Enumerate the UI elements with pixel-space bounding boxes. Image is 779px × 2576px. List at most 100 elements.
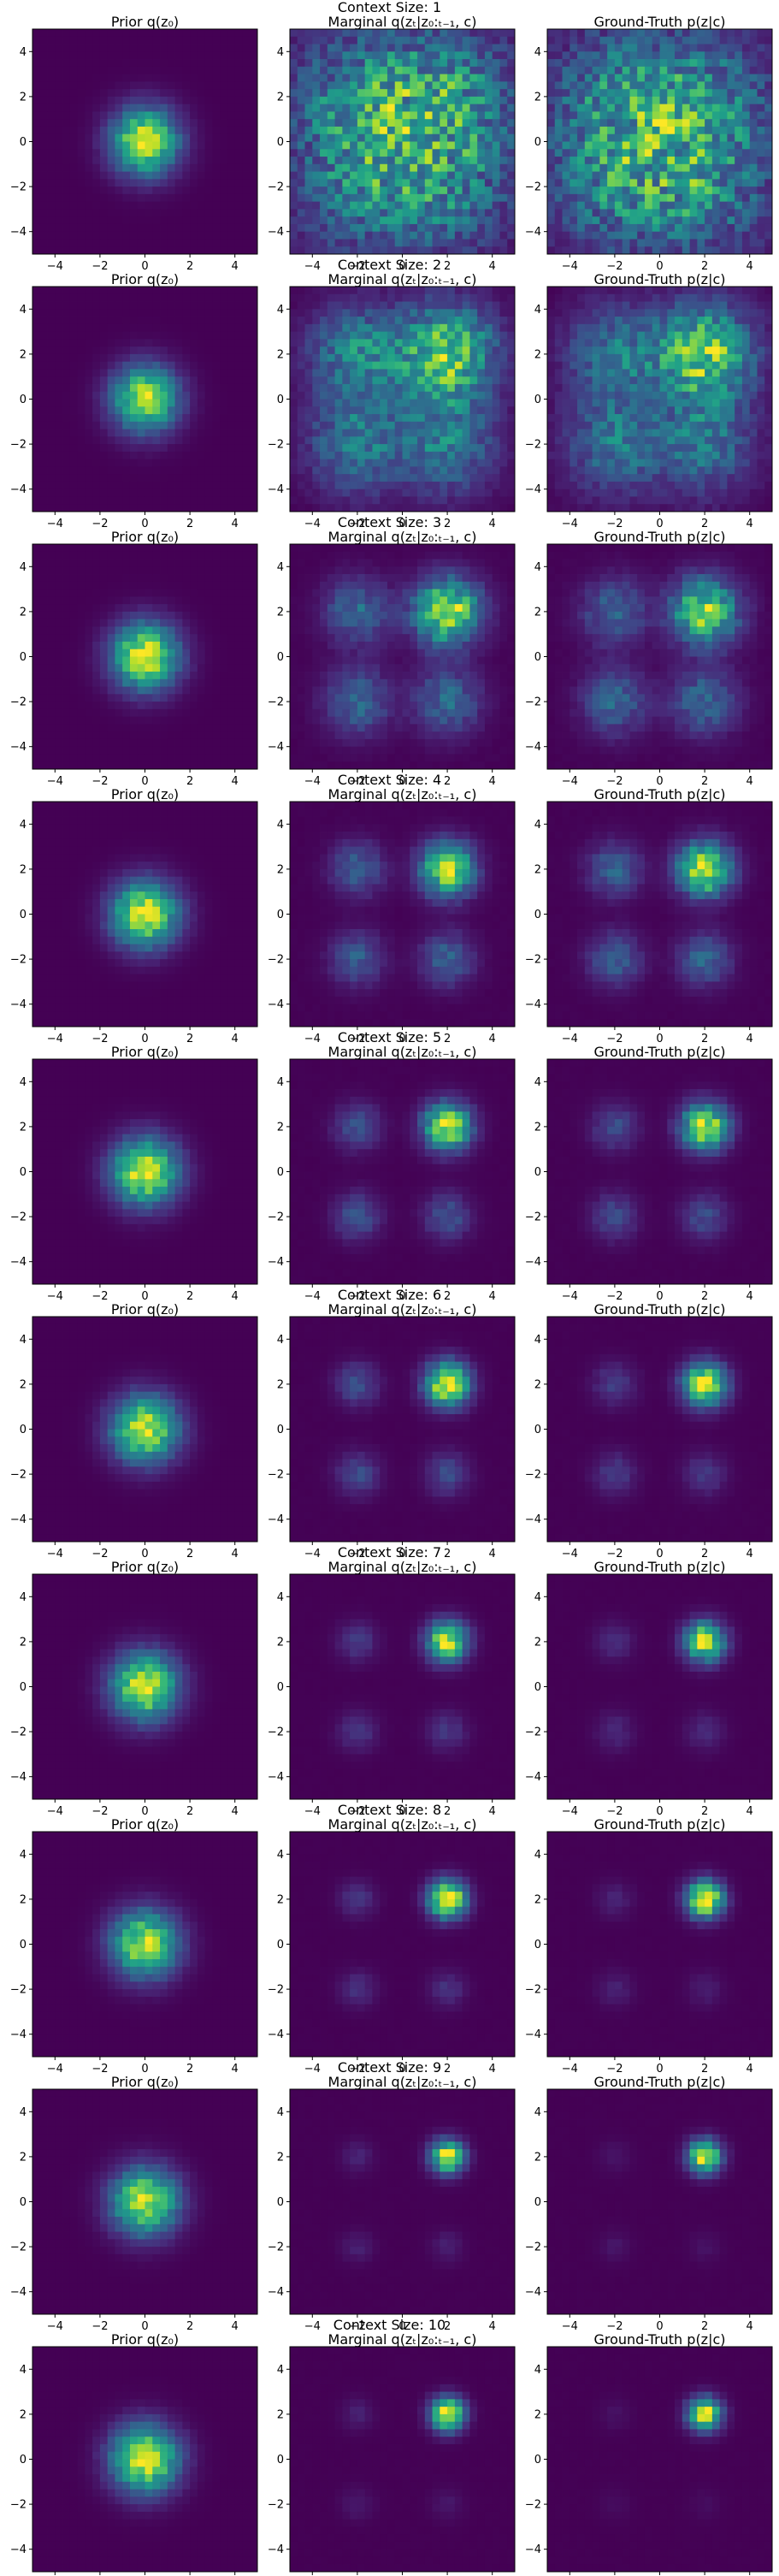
heatmap-cell [70, 194, 78, 202]
heatmap-cell [599, 134, 607, 142]
heatmap-cell [115, 59, 122, 67]
heatmap-cell [235, 59, 243, 67]
heatmap-cell [555, 37, 563, 44]
heatmap-cell [205, 164, 213, 172]
heatmap-cell [220, 346, 227, 354]
heatmap-cell [250, 317, 257, 324]
heatmap-cell [32, 74, 40, 82]
heatmap-cell [62, 376, 70, 384]
heatmap-cell [433, 239, 440, 246]
heatmap-cell [250, 504, 257, 512]
heatmap-cell [92, 127, 100, 134]
heatmap-cell [250, 51, 257, 59]
heatmap-cell [455, 59, 463, 67]
heatmap-cell [48, 496, 56, 504]
heatmap-cell [85, 496, 92, 504]
heatmap-cell [425, 29, 433, 37]
heatmap-cell [100, 104, 108, 112]
heatmap-cell [92, 302, 100, 310]
heatmap-cell [637, 179, 645, 187]
heatmap-cell [623, 81, 630, 89]
heatmap-cell [175, 67, 183, 74]
heatmap-cell [735, 119, 742, 127]
heatmap-cell [433, 67, 440, 74]
heatmap-cell [212, 466, 220, 474]
heatmap-cell [312, 287, 320, 294]
heatmap-cell [372, 362, 380, 370]
heatmap-cell [152, 134, 160, 142]
heatmap-cell [298, 172, 305, 180]
heatmap-cell [477, 67, 485, 74]
heatmap-cell [350, 149, 357, 157]
heatmap-cell [320, 51, 328, 59]
heatmap-cell [235, 392, 243, 400]
heatmap-cell [152, 429, 160, 437]
heatmap-cell [395, 354, 403, 362]
panel-title: Marginal q(zₜ|z₀:ₜ₋₁, c) [328, 271, 477, 287]
heatmap-cell [100, 482, 108, 489]
heatmap-cell [750, 37, 758, 44]
heatmap-cell [727, 81, 735, 89]
heatmap-cell [220, 496, 227, 504]
heatmap-cell [220, 444, 227, 452]
heatmap-cell [160, 81, 168, 89]
heatmap-cell [227, 339, 235, 346]
heatmap-cell [220, 309, 227, 317]
heatmap-cell [85, 504, 92, 512]
heatmap-cell [447, 384, 455, 392]
heatmap-cell [350, 294, 357, 302]
heatmap-cell [205, 376, 213, 384]
heatmap-cell [320, 67, 328, 74]
heatmap-cell [410, 187, 417, 194]
heatmap-cell [675, 59, 682, 67]
heatmap-cell [212, 224, 220, 232]
heatmap-cell [328, 164, 335, 172]
heatmap-cell [712, 239, 720, 246]
heatmap-cell [168, 187, 175, 194]
heatmap-cell [637, 232, 645, 240]
heatmap-cell [250, 44, 257, 52]
heatmap-cell [85, 302, 92, 310]
heatmap-cell [212, 59, 220, 67]
heatmap-cell [764, 172, 772, 180]
heatmap-cell [440, 317, 447, 324]
heatmap-cell [160, 466, 168, 474]
heatmap-cell [328, 216, 335, 224]
heatmap-cell [115, 142, 122, 150]
heatmap-cell [290, 111, 298, 119]
heatmap-cell [145, 187, 153, 194]
heatmap-cell [305, 179, 313, 187]
heatmap-cell [433, 59, 440, 67]
heatmap-cell [342, 89, 350, 97]
heatmap-cell [705, 194, 712, 202]
heatmap-cell [425, 81, 433, 89]
heatmap-cell [585, 149, 593, 157]
heatmap-cell [499, 51, 507, 59]
heatmap-cell [440, 59, 447, 67]
heatmap-cell [615, 149, 623, 157]
heatmap-cell [40, 474, 48, 482]
heatmap-cell [32, 202, 40, 210]
heatmap-cell [563, 119, 570, 127]
heatmap-cell [507, 172, 515, 180]
heatmap-cell [328, 317, 335, 324]
heatmap-cell [138, 89, 145, 97]
heatmap-cell [320, 209, 328, 216]
heatmap-cell [667, 239, 675, 246]
heatmap-cell [145, 104, 153, 112]
heatmap-cell [563, 51, 570, 59]
heatmap-cell [577, 104, 585, 112]
heatmap-cell [335, 346, 343, 354]
heatmap-cell [62, 392, 70, 400]
heatmap-cell [410, 302, 417, 310]
heatmap-cell [290, 309, 298, 317]
heatmap-cell [447, 142, 455, 150]
heatmap-cell [645, 59, 652, 67]
heatmap-cell [365, 354, 373, 362]
heatmap-cell [242, 187, 250, 194]
heatmap-cell [78, 194, 86, 202]
heatmap-cell [305, 187, 313, 194]
heatmap-cell [727, 246, 735, 254]
heatmap-cell [235, 29, 243, 37]
heatmap-cell [55, 51, 62, 59]
